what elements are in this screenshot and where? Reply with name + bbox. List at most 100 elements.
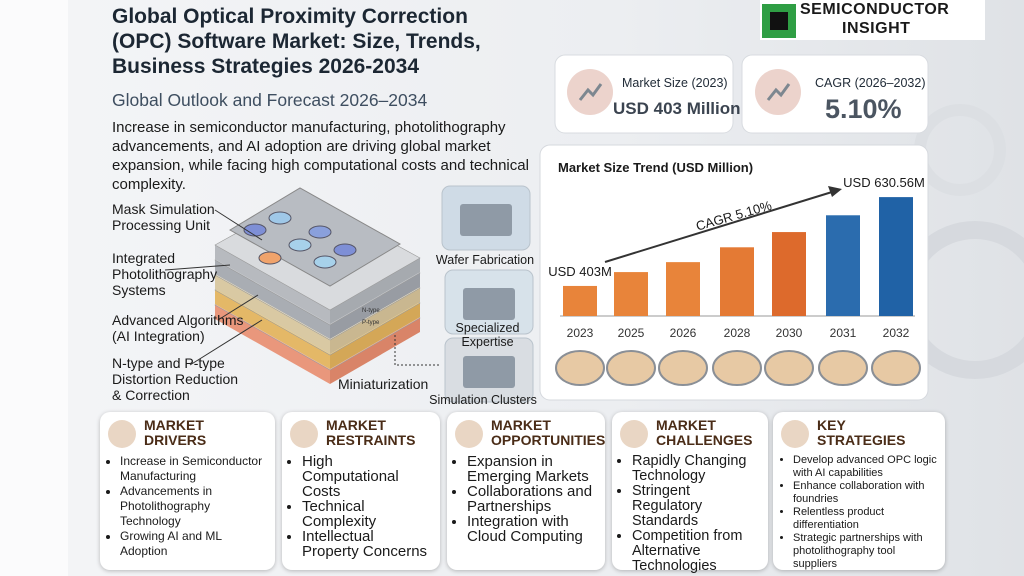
wafer-icon	[764, 350, 814, 386]
card-icon	[455, 420, 483, 448]
wafer-icon	[712, 350, 762, 386]
card-item: Strategic partnerships with photolithogr…	[793, 532, 937, 571]
subtitle: Global Outlook and Forecast 2026–2034	[112, 90, 428, 110]
chip-component	[313, 255, 337, 269]
stat-icon-glyph	[766, 83, 791, 101]
card-item: High Computational Costs	[302, 454, 432, 499]
card-title: MARKET RESTRAINTS	[326, 417, 416, 448]
card-list: High Computational CostsTechnical Comple…	[290, 454, 432, 559]
x-tick-label: 2031	[830, 326, 857, 340]
wafer-icon	[555, 350, 605, 386]
wafer-icon	[658, 350, 708, 386]
card-icon	[290, 420, 318, 448]
chip-label: P-type	[362, 320, 380, 326]
leader-line	[214, 209, 263, 241]
x-tick-label: 2028	[724, 326, 751, 340]
card-item: Stringent Regulatory Standards	[632, 484, 760, 529]
image-caption: Specialized Expertise	[455, 321, 520, 349]
trend-arrowhead	[828, 186, 842, 197]
chip-layer-side	[215, 260, 330, 339]
card-item: Growing AI and ML Adoption	[120, 529, 267, 559]
chip-layer-side	[215, 290, 330, 369]
diagram-label: N-type and P-type Distortion Reduction &…	[112, 355, 239, 403]
x-tick-label: 2032	[883, 326, 910, 340]
info-card: MARKET DRIVERS Increase in Semiconductor …	[100, 412, 275, 570]
chip-layer-side	[330, 318, 420, 384]
card-list: Expansion in Emerging MarketsCollaborati…	[455, 454, 597, 544]
wafer-icon	[871, 350, 921, 386]
stat-icon-glyph	[578, 83, 603, 101]
chart-title: Market Size Trend (USD Million)	[558, 160, 753, 175]
x-tick-label: 2025	[618, 326, 645, 340]
diagram-label: Integrated Photolithography Systems	[112, 250, 218, 298]
chip-component	[308, 225, 332, 239]
info-card: MARKET CHALLENGES Rapidly Changing Techno…	[612, 412, 768, 574]
bar	[614, 272, 648, 316]
wafer-icon	[818, 350, 868, 386]
card-item: Advancements in Photolithography Technol…	[120, 484, 267, 529]
card-icon	[108, 420, 136, 448]
card-icon	[620, 420, 648, 448]
bar	[563, 285, 597, 316]
chip-layer-side	[330, 258, 420, 324]
image-caption: Simulation Clusters	[429, 393, 537, 407]
leader-line	[394, 335, 440, 366]
card-item: Relentless product differentiation	[793, 506, 937, 532]
card-item: Enhance collaboration with foundries	[793, 480, 937, 506]
image-object	[463, 356, 515, 388]
diagram-label: Mask Simulation Processing Unit	[112, 201, 215, 233]
stat-label: CAGR (2026–2032)	[815, 76, 926, 90]
title: Global Optical Proximity Correction (OPC…	[112, 5, 481, 78]
leader-line	[217, 294, 259, 321]
logo-text: SEMICONDUCTOR	[800, 1, 950, 18]
bar	[826, 215, 860, 316]
chip-component	[243, 223, 267, 237]
card-item: Intellectual Property Concerns	[302, 529, 432, 559]
card-icon	[781, 420, 809, 448]
card-item: Develop advanced OPC logic with AI capab…	[793, 454, 937, 480]
value-label: USD 630.56M	[843, 175, 925, 190]
card-list: Rapidly Changing TechnologyStringent Reg…	[620, 454, 760, 574]
chip-component	[288, 238, 312, 252]
stat-value: 5.10%	[825, 94, 902, 124]
chip-layer-side	[215, 245, 330, 324]
card-item: Collaborations and Partnerships	[467, 484, 597, 514]
bar	[772, 232, 806, 316]
image-object	[460, 204, 512, 236]
card-item: Increase in Semiconductor Manufacturing	[120, 454, 267, 484]
chip-layer-side	[215, 275, 330, 354]
x-tick-label: 2023	[567, 326, 594, 340]
card-title: MARKET DRIVERS	[144, 417, 207, 448]
left-margin	[0, 0, 68, 576]
card-list: Develop advanced OPC logic with AI capab…	[781, 454, 937, 571]
description: Increase in semiconductor manufacturing,…	[112, 119, 529, 193]
leader-line	[189, 319, 263, 366]
card-item: Rapidly Changing Technology	[632, 454, 760, 484]
diagram-label: Advanced Algorithms (AI Integration)	[112, 312, 244, 344]
chip-layer-side	[330, 303, 420, 369]
card-list: Increase in Semiconductor ManufacturingA…	[108, 454, 267, 559]
value-label: USD 403M	[548, 264, 612, 279]
x-tick-label: 2030	[776, 326, 803, 340]
info-card: MARKET OPPORTUNITIES Expansion in Emergin…	[447, 412, 605, 570]
image-object	[463, 288, 515, 320]
card-item: Integration with Cloud Computing	[467, 514, 597, 544]
logo-icon-inner	[770, 12, 788, 30]
info-card: KEY STRATEGIES Develop advanced OPC logic…	[773, 412, 945, 570]
bar	[720, 247, 754, 316]
chip-component	[258, 251, 282, 265]
stat-value: USD 403 Million	[613, 99, 741, 118]
info-card: MARKET RESTRAINTS High Computational Cost…	[282, 412, 440, 570]
card-item: Technical Complexity	[302, 499, 432, 529]
wafer-icon	[606, 350, 656, 386]
chip-component	[333, 243, 357, 257]
logo-box	[760, 0, 985, 40]
logo-text: INSIGHT	[842, 20, 911, 37]
x-tick-label: 2026	[670, 326, 697, 340]
image-caption: Wafer Fabrication	[435, 253, 535, 267]
chip-layer-side	[330, 288, 420, 354]
card-title: MARKET CHALLENGES	[656, 417, 753, 448]
trend-arrow	[604, 191, 833, 263]
